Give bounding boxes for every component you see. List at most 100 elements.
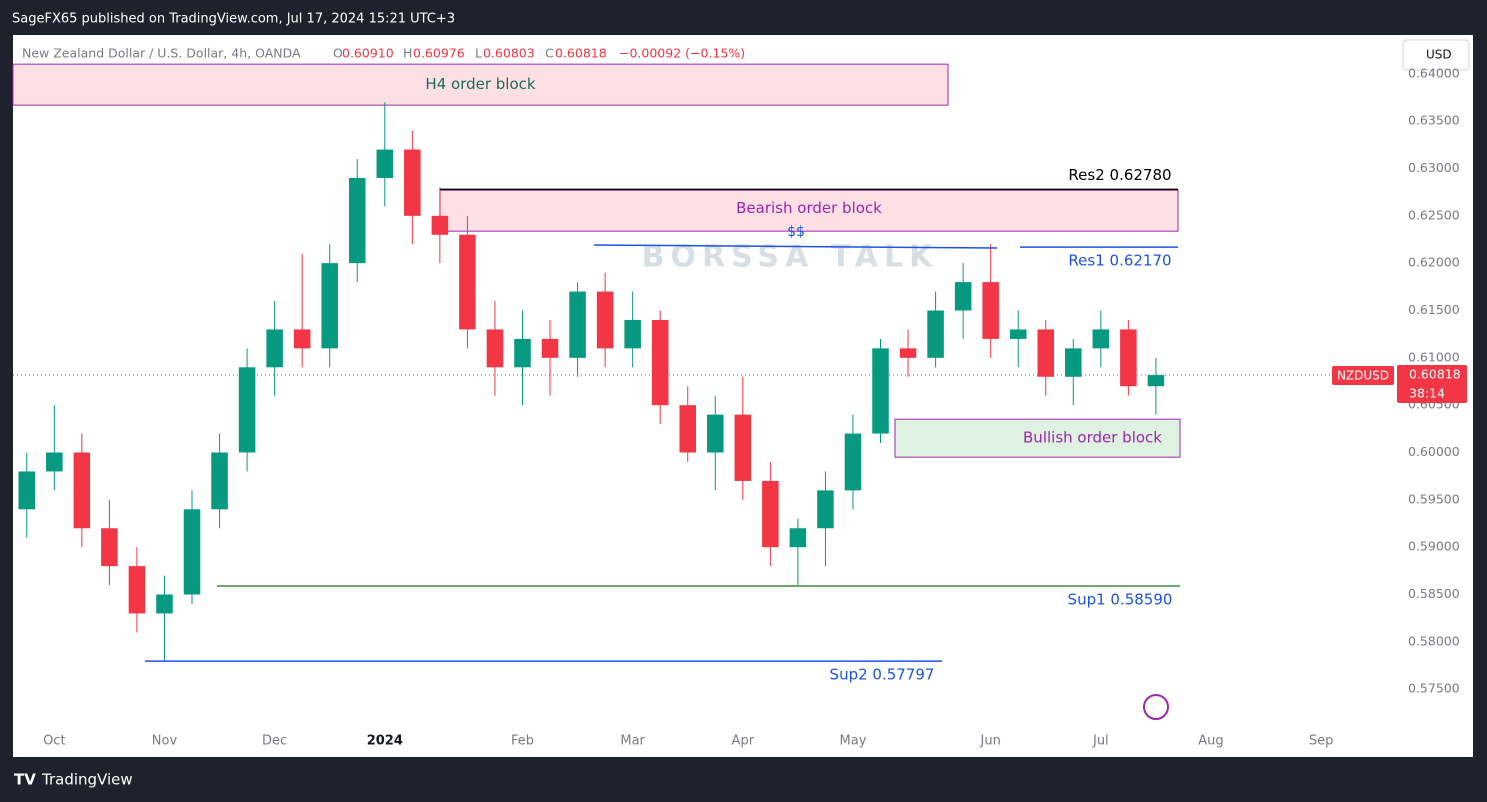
- y-tick-label: 0.59500: [1408, 491, 1460, 506]
- currency-button[interactable]: [1402, 39, 1470, 71]
- change: −0.00092 (−0.15%): [619, 46, 745, 61]
- price-box: [1397, 365, 1467, 403]
- candle-body: [404, 149, 421, 216]
- x-tick-label: Aug: [1198, 734, 1223, 749]
- order-block: [439, 189, 1179, 232]
- x-tick-label: Apr: [732, 734, 755, 749]
- y-tick-label: 0.64000: [1408, 65, 1460, 80]
- candle-body: [101, 528, 118, 567]
- candle-body: [1009, 329, 1027, 339]
- legend: New Zealand Dollar / U.S. Dollar, 4h, OA…: [22, 46, 745, 61]
- candle-body: [1120, 329, 1137, 387]
- x-tick-label: Dec: [262, 734, 287, 749]
- y-tick-label: 0.60000: [1408, 444, 1460, 459]
- candle-body: [46, 452, 63, 472]
- order-block: [894, 418, 1181, 458]
- x-tick-label: Mar: [620, 734, 645, 749]
- x-tick-label: Nov: [152, 734, 178, 749]
- y-tick-label: 0.63500: [1408, 113, 1460, 128]
- candle-body: [1092, 329, 1110, 349]
- symbol: New Zealand Dollar / U.S. Dollar, 4h, OA…: [22, 46, 301, 61]
- candle-body: [927, 310, 944, 358]
- countdown: 38:14: [1409, 386, 1445, 401]
- candle-body: [1065, 348, 1082, 377]
- x-tick-label: Sep: [1309, 734, 1334, 749]
- candle-body: [569, 291, 586, 358]
- candle-body: [211, 452, 228, 510]
- candle-body: [872, 348, 889, 434]
- y-tick-label: 0.59000: [1408, 539, 1460, 554]
- candle-body: [624, 319, 641, 349]
- y-tick-label: 0.61500: [1408, 302, 1460, 317]
- order-block: [12, 63, 949, 106]
- candle-body: [266, 329, 283, 368]
- x-tick-label: Jul: [1092, 734, 1109, 749]
- candle-body: [293, 329, 311, 349]
- x-tick-label: Oct: [43, 734, 65, 749]
- liquidity-label: $$: [787, 224, 805, 240]
- price-tag: NZDUSD 0.60818 38:14: [1332, 365, 1467, 403]
- candle-body: [486, 329, 504, 368]
- candle-body: [899, 348, 917, 358]
- candle-body: [1037, 329, 1055, 377]
- candle-body: [431, 215, 449, 235]
- candle-body: [844, 433, 862, 491]
- c: 0.60818: [555, 46, 607, 61]
- order-block-label: H4 order block: [425, 75, 535, 93]
- candle-body: [348, 177, 366, 264]
- o-label: O: [333, 46, 343, 61]
- x-tick-label: Feb: [511, 734, 534, 749]
- y-tick-label: 0.57500: [1408, 681, 1460, 696]
- candle-body: [514, 338, 531, 368]
- o: 0.60910: [342, 46, 394, 61]
- level-label: Sup1 0.58590: [1068, 590, 1173, 608]
- candle-body: [183, 509, 201, 595]
- symbol-tag-text: NZDUSD: [1337, 369, 1389, 383]
- candle-body: [679, 405, 696, 453]
- level-label: Res2 0.62780: [1068, 166, 1171, 184]
- candle-body: [541, 338, 559, 358]
- candle-body: [18, 471, 36, 510]
- candle-body: [459, 234, 476, 330]
- l-label: L: [475, 46, 482, 61]
- x-tick-label: 2024: [367, 734, 403, 749]
- c-label: C: [545, 46, 554, 61]
- h: 0.60976: [413, 46, 465, 61]
- candle-body: [954, 282, 972, 311]
- candle-body: [156, 594, 173, 614]
- candle-body: [376, 149, 394, 178]
- y-tick-label: 0.58500: [1408, 586, 1460, 601]
- footer: TradingView: [41, 771, 133, 789]
- candle-body: [817, 490, 834, 529]
- candle-body: [734, 414, 752, 481]
- h-label: H: [403, 46, 412, 61]
- alert-icon[interactable]: [1143, 694, 1169, 720]
- y-tick-label: 0.62000: [1408, 255, 1460, 270]
- candle-body: [128, 566, 146, 614]
- candle-body: [73, 452, 91, 529]
- level-label: Res1 0.62170: [1068, 252, 1171, 270]
- x-tick-label: May: [840, 734, 867, 749]
- liquidity-line: [593, 244, 998, 249]
- y-tick-label: 0.61000: [1408, 349, 1460, 364]
- candle-body: [321, 263, 338, 349]
- l: 0.60803: [483, 46, 535, 61]
- candle-body: [651, 319, 669, 406]
- level-label: Sup2 0.57797: [830, 666, 935, 684]
- symbol-tag: [1332, 366, 1394, 385]
- candle-body: [596, 291, 614, 349]
- order-block-label: Bearish order block: [736, 199, 882, 217]
- y-tick-label: 0.58000: [1408, 633, 1460, 648]
- candle-body: [762, 480, 779, 548]
- currency: USD: [1426, 48, 1452, 62]
- y-tick-label: 0.63000: [1408, 160, 1460, 175]
- candle-body: [238, 367, 256, 453]
- watermark: BORSSA TALK: [642, 240, 939, 275]
- publisher: SageFX65 published on TradingView.com, J…: [12, 12, 455, 27]
- x-tick-label: Jun: [980, 734, 1001, 749]
- logo: TV: [14, 771, 36, 789]
- order-block-label: Bullish order block: [1023, 429, 1162, 447]
- candle-body: [982, 282, 999, 339]
